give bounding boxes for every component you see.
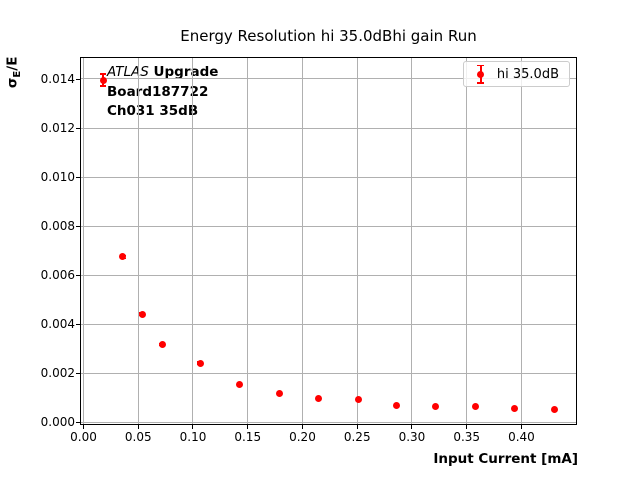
y-tick-label: 0.004 [40, 317, 75, 332]
data-point [236, 380, 244, 388]
x-tick-mark [520, 425, 522, 430]
data-point [99, 76, 107, 84]
legend-label: hi 35.0dB [496, 66, 559, 82]
data-point [432, 402, 440, 410]
x-tick-label: 0.25 [343, 430, 371, 444]
x-tick-mark [137, 425, 139, 430]
y-tick-mark [76, 176, 80, 178]
data-point [315, 394, 323, 402]
y-tick-label: 0.010 [40, 169, 75, 184]
data-point [550, 406, 558, 414]
y-tick-mark [76, 225, 80, 227]
annotation-block: ATLAS Upgrade Board187722 Ch031 35dB [107, 63, 218, 122]
y-tick-mark [76, 324, 80, 326]
y-tick-mark [76, 78, 80, 80]
x-gridline [520, 58, 522, 424]
x-tick-label: 0.20 [289, 430, 316, 444]
y-axis-label-text: σE/E [4, 56, 24, 88]
y-tick-label: 0.014 [40, 71, 75, 86]
x-tick-mark [82, 425, 84, 430]
data-point [275, 389, 283, 397]
x-tick-mark [411, 425, 413, 430]
y-tick-label: 0.008 [40, 218, 75, 233]
data-point [392, 401, 400, 409]
y-tick-mark [76, 422, 80, 424]
annotation-line1-rest: Upgrade [148, 64, 219, 80]
data-point [138, 310, 146, 318]
legend: hi 35.0dB [462, 61, 570, 87]
y-axis-label: σE/E [1, 56, 27, 88]
error-bar-cap-top [100, 73, 106, 75]
x-tick-label: 0.35 [453, 430, 481, 444]
x-tick-label: 0.00 [70, 430, 97, 444]
y-tick-label: 0.000 [40, 415, 75, 430]
annotation-board: Board187722 [107, 83, 209, 100]
x-tick-mark [466, 425, 468, 430]
y-gridline [81, 324, 576, 326]
x-tick-label: 0.15 [234, 430, 262, 444]
y-tick-label: 0.006 [40, 268, 75, 283]
y-gridline [81, 127, 576, 129]
x-tick-mark [247, 425, 249, 430]
y-gridline [81, 225, 576, 227]
x-gridline [301, 58, 303, 424]
x-tick-mark [356, 425, 358, 430]
plot-area: ATLAS Upgrade Board187722 Ch031 35dB hi … [80, 57, 577, 425]
x-tick-label: 0.40 [508, 430, 535, 444]
x-tick-mark [301, 425, 303, 430]
x-tick-label: 0.05 [124, 430, 152, 444]
data-point [471, 402, 479, 410]
data-point [511, 404, 519, 412]
y-tick-mark [76, 127, 80, 129]
y-gridline [81, 373, 576, 375]
error-bar-cap-bottom [100, 85, 106, 87]
y-gridline [81, 422, 576, 424]
data-point [196, 359, 204, 367]
data-point [119, 253, 127, 261]
y-tick-label: 0.012 [40, 120, 75, 135]
x-axis-label: Input Current [mA] [433, 451, 578, 467]
annotation-channel: Ch031 35dB [107, 103, 199, 119]
x-gridline [192, 58, 194, 424]
x-gridline [411, 58, 413, 424]
data-point [158, 341, 166, 349]
y-tick-mark [76, 373, 80, 375]
data-point [354, 396, 362, 404]
y-tick-label: 0.002 [40, 366, 75, 381]
y-tick-mark [76, 275, 80, 277]
x-tick-label: 0.10 [179, 430, 207, 444]
x-tick-label: 0.30 [398, 430, 426, 444]
y-gridline [81, 176, 576, 178]
chart-title: Energy Resolution hi 35.0dBhi gain Run [180, 27, 477, 45]
x-gridline [356, 58, 358, 424]
x-gridline [247, 58, 249, 424]
x-tick-mark [192, 425, 194, 430]
x-gridline [466, 58, 467, 424]
x-gridline [137, 58, 139, 424]
y-gridline [81, 78, 576, 80]
y-gridline [81, 274, 576, 276]
legend-errorbar-icon [474, 64, 488, 84]
x-gridline [82, 58, 84, 424]
